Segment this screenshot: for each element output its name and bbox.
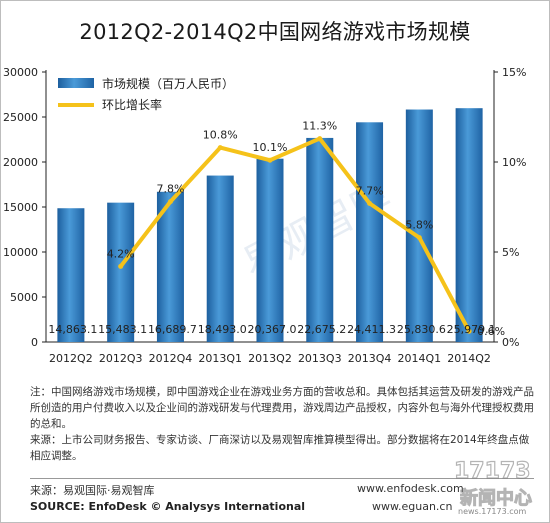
bar-value-label: 24,411.3 [347,323,396,336]
growth-value-label: 11.3% [302,120,337,133]
growth-point [167,199,173,205]
bar-value-label: 20,367.0 [248,323,297,336]
bar [206,175,234,342]
growth-line [118,136,472,334]
watermark-site: news.17173.com [458,507,527,516]
bar-value-label: 16,689.7 [148,323,197,336]
y-tick-label-right: 15% [502,66,526,79]
bar [455,108,483,342]
source-cn: 来源：易观国际·易观智库 [30,484,155,497]
x-tick-label: 2012Q4 [149,352,193,365]
growth-value-label: 5.8% [405,219,433,232]
bar [156,191,184,342]
x-tick-label: 2014Q2 [447,352,491,365]
growth-point [367,200,373,206]
legend-bar-swatch [58,78,94,88]
svg-text:17173: 17173 [454,459,531,484]
bar [405,109,433,342]
bar-value-label: 25,830.6 [397,323,446,336]
growth-value-label: 0.6% [477,325,505,338]
note-text: 注：中国网络游戏市场规模，即中国游戏企业在游戏业务方面的营收总和。具体包括其运营… [30,386,534,430]
y-tick-label-left: 5000 [10,291,38,304]
x-tick-label: 2014Q1 [398,352,442,365]
y-tick-label-left: 10000 [3,246,38,259]
legend-line-label: 环比增长率 [102,97,162,112]
bar [306,137,334,342]
growth-value-label: 4.2% [107,247,135,260]
bar-value-label: 25,979.1 [447,323,496,336]
x-tick-label: 2013Q1 [198,352,242,365]
x-tick-label: 2012Q3 [99,352,143,365]
x-tick-label: 2013Q3 [298,352,342,365]
y-tick-label-right: 10% [502,156,526,169]
bar-value-label: 15,483.1 [98,323,147,336]
growth-value-label: 7.7% [356,184,384,197]
bar [57,208,85,342]
watermark-logo-text: 新闻中心 [460,487,532,509]
bar [356,122,384,342]
y-tick-label-left: 30000 [3,66,38,79]
bar [107,202,135,342]
y-tick-label-right: 5% [502,246,519,259]
x-tick-label: 2013Q2 [248,352,292,365]
y-tick-label-left: 25000 [3,111,38,124]
growth-point [317,136,323,142]
growth-point [217,145,223,151]
source-en: SOURCE: EnfoDesk © Analysys Internationa… [30,500,306,513]
growth-point [466,328,472,334]
x-tick-label: 2013Q4 [348,352,392,365]
y-tick-label-left: 20000 [3,156,38,169]
bar-value-label: 14,863.1 [48,323,97,336]
bar [256,158,284,342]
source-note-text: 来源：上市公司财务报告、专家访谈、厂商深访以及易观智库推算模型得出。部分数据将在… [30,434,530,462]
x-tick-label: 2012Q2 [49,352,93,365]
growth-value-label: 7.8% [156,183,184,196]
y-tick-label-left: 15000 [3,201,38,214]
site-eguan: www.eguan.cn [372,500,453,513]
bar-value-label: 18,493.0 [198,323,247,336]
growth-value-label: 10.1% [253,141,288,154]
site-enfodesk: www.enfodesk.com [357,482,464,495]
y-tick-label-right: 0% [502,336,519,349]
growth-point [416,235,422,241]
y-tick-label-left: 0 [31,336,38,349]
notes-box: 注：中国网络游戏市场规模，即中国游戏企业在游戏业务方面的营收总和。具体包括其运营… [30,384,534,464]
growth-value-label: 10.8% [203,129,238,142]
chart-title: 2012Q2-2014Q2中国网络游戏市场规模 [79,20,471,44]
legend-bar-label: 市场规模（百万人民币） [102,76,234,91]
growth-point [118,263,124,269]
bar-value-label: 22,675.2 [297,323,346,336]
growth-point [267,157,273,163]
chart-plot: 易观智库0500010000150002000025000300000%5%10… [3,66,526,365]
watermark-logo: 17173 新闻中心 [453,458,532,509]
footer-divider [30,478,534,479]
